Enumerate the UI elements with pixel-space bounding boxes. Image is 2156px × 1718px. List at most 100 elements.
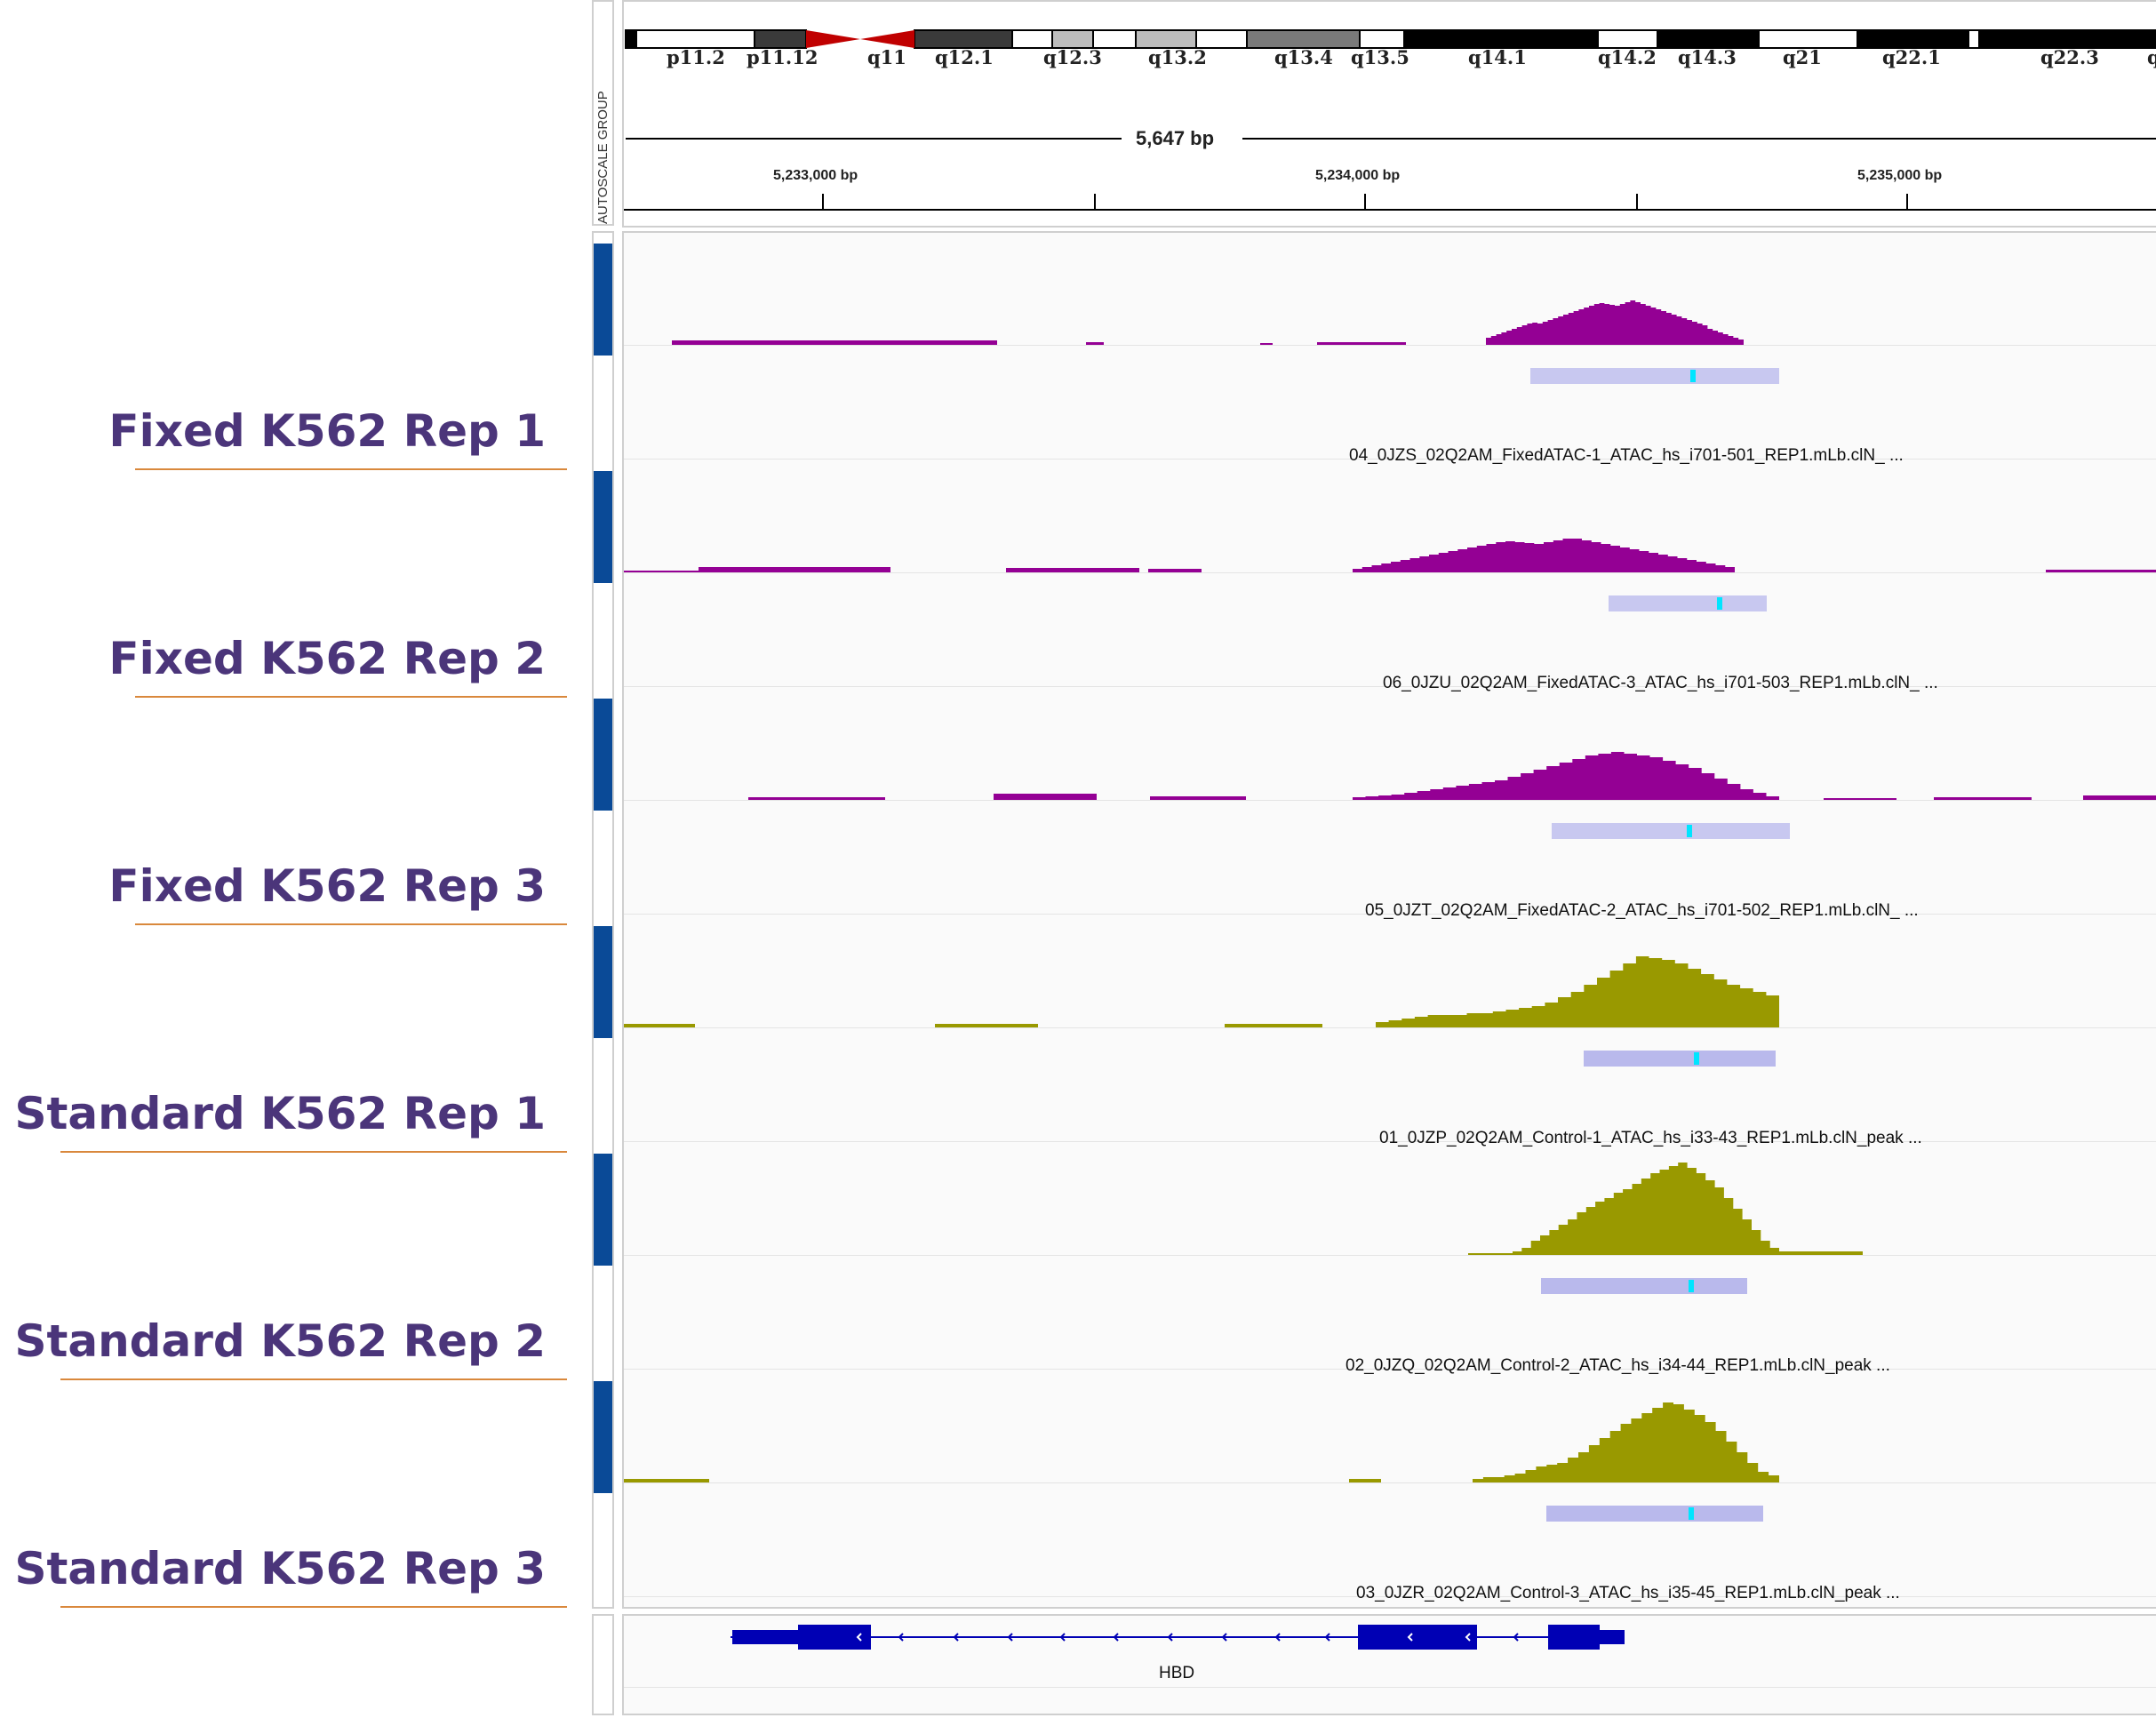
gene-side-strip (592, 1614, 614, 1715)
peak-file-name-5: 02_0JZQ_02Q2AM_Control-2_ATAC_hs_i34-44_… (1346, 1356, 1890, 1375)
track-label-6: Standard K562 Rep 3 (14, 1543, 546, 1594)
coverage-segment (1779, 1251, 1863, 1255)
gene-panel[interactable]: HBD (622, 1614, 2156, 1715)
coverage-track-2[interactable] (624, 539, 2156, 687)
group-bar-1[interactable] (594, 244, 612, 356)
band-label: q14.2 (1598, 46, 1657, 68)
header-panel[interactable]: p11.2 p11.12 q11 q12.1 q12.3 q13.2 q13.4… (622, 0, 2156, 228)
peak-summit-marker (1690, 370, 1696, 382)
coverage-segment (624, 1479, 709, 1482)
peak-summit-marker (1717, 597, 1722, 610)
band-label: q22.3 (2040, 46, 2099, 68)
peak-file-name-3: 05_0JZT_02Q2AM_FixedATAC-2_ATAC_hs_i701-… (1365, 901, 1919, 920)
peak-call-bar[interactable] (1552, 823, 1790, 839)
coverage-peak (1353, 539, 1735, 572)
data-panel[interactable]: 04_0JZS_02Q2AM_FixedATAC-1_ATAC_hs_i701-… (622, 231, 2156, 1609)
peak-file-name-1: 04_0JZS_02Q2AM_FixedATAC-1_ATAC_hs_i701-… (1349, 446, 1904, 465)
group-bar-5[interactable] (594, 1154, 612, 1266)
coverage-segment (1317, 342, 1406, 345)
coverage-segment (935, 1024, 1038, 1027)
coverage-segment (624, 571, 699, 572)
coverage-segment (1260, 343, 1273, 345)
coverage-track-3[interactable] (624, 752, 2156, 915)
ruler (624, 194, 2156, 211)
band-label: q13.2 (1148, 46, 1207, 68)
ruler-tick-label: 5,233,000 bp (773, 168, 858, 183)
band-label: q13.5 (1351, 46, 1409, 68)
band-label: q22.1 (1882, 46, 1941, 68)
group-bar-6[interactable] (594, 1381, 612, 1493)
band-label: q11 (867, 46, 906, 68)
coverage-segment (1468, 1253, 1553, 1255)
coverage-segment (1934, 797, 2032, 800)
coverage-peak (1513, 1163, 1779, 1255)
track-label-3: Fixed K562 Rep 3 (108, 860, 546, 912)
coverage-track-6[interactable] (624, 1402, 2156, 1597)
label-rule-3 (135, 923, 567, 925)
coverage-segment (1150, 796, 1246, 800)
track-label-4: Standard K562 Rep 1 (14, 1088, 546, 1139)
data-side-strip (592, 231, 614, 1609)
band-label: q12.1 (935, 46, 994, 68)
coverage-peak (1353, 752, 1779, 800)
coverage-segment (1824, 798, 1896, 800)
coverage-segment (1225, 1024, 1322, 1027)
coverage-segment (624, 1024, 695, 1027)
coverage-track-5[interactable] (624, 1163, 2156, 1370)
ruler-tick-label: 5,234,000 bp (1315, 168, 1401, 183)
peak-file-name-4: 01_0JZP_02Q2AM_Control-1_ATAC_hs_i33-43_… (1379, 1129, 1922, 1147)
coverage-segment (1086, 342, 1104, 345)
coverage-segment (699, 567, 890, 572)
ruler-tick-label: 5,235,000 bp (1857, 168, 1943, 183)
band-label: q14.1 (1468, 46, 1527, 68)
band-label: q21 (1783, 46, 1822, 68)
gene-model-hbd[interactable] (624, 1616, 2156, 1669)
band-label: q12.3 (1043, 46, 1102, 68)
peak-call-bar[interactable] (1584, 1051, 1776, 1067)
coverage-peak (1473, 1402, 1779, 1482)
label-rule-4 (60, 1151, 567, 1153)
coverage-segment (748, 797, 885, 800)
label-rule-6 (60, 1606, 567, 1608)
label-rule-5 (60, 1378, 567, 1380)
band-label: p11.12 (747, 46, 818, 68)
coverage-track-4[interactable] (624, 956, 2156, 1142)
peak-call-bar[interactable] (1530, 368, 1779, 384)
peak-summit-marker (1689, 1507, 1694, 1520)
coverage-segment (1006, 568, 1139, 572)
track-label-2: Fixed K562 Rep 2 (108, 633, 546, 684)
span-line (626, 138, 2156, 140)
coverage-peak (1486, 300, 1744, 345)
peak-call-bar[interactable] (1609, 595, 1767, 611)
coverage-segment (2083, 795, 2156, 800)
track-label-5: Standard K562 Rep 2 (14, 1315, 546, 1367)
label-rule-1 (135, 468, 567, 470)
peak-summit-marker (1694, 1052, 1699, 1065)
group-bar-2[interactable] (594, 471, 612, 583)
coverage-segment (672, 340, 997, 345)
peak-call-bar[interactable] (1541, 1278, 1747, 1294)
peak-call-bar[interactable] (1546, 1506, 1763, 1522)
gene-name: HBD (1159, 1664, 1195, 1682)
peak-summit-marker (1689, 1280, 1694, 1292)
coverage-segment (2046, 570, 2156, 572)
peak-file-name-6: 03_0JZR_02Q2AM_Control-3_ATAC_hs_i35-45_… (1356, 1584, 1900, 1602)
gene-track-divider (624, 1687, 2156, 1688)
group-bar-4[interactable] (594, 926, 612, 1038)
coverage-segment (1148, 569, 1202, 572)
band-label: q (2147, 46, 2156, 68)
group-bar-3[interactable] (594, 699, 612, 811)
band-label: p11.2 (667, 46, 725, 68)
signal-tracks[interactable] (624, 233, 2156, 1598)
chromosome-ideogram[interactable] (624, 28, 2156, 82)
autoscale-group-label: AUTOSCALE GROUP (595, 91, 611, 224)
band-label: q13.4 (1274, 46, 1333, 68)
coverage-segment (994, 794, 1097, 800)
peak-summit-marker (1687, 825, 1692, 837)
coverage-track-1[interactable] (624, 300, 2156, 459)
coverage-segment (1349, 1479, 1381, 1482)
band-label: q14.3 (1678, 46, 1737, 68)
label-rule-2 (135, 696, 567, 698)
span-label: 5,647 bp (1136, 127, 1215, 149)
peak-file-name-2: 06_0JZU_02Q2AM_FixedATAC-3_ATAC_hs_i701-… (1383, 674, 1938, 692)
